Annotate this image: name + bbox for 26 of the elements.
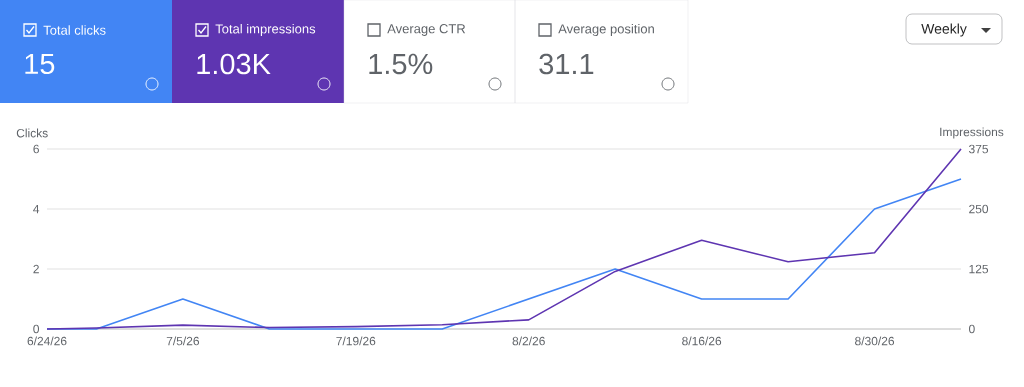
text: 15 [25,53,55,75]
text: Total impressions [215,23,316,37]
x-tick-label: 8/2/26 [512,336,545,346]
x-tick-label: 8/30/26 [855,336,895,346]
y-tick-label: 6 [33,144,39,154]
y2-tick-label: 125 [969,264,989,274]
text: Average position [558,23,654,37]
text: Average CTR [387,24,466,36]
y-tick-label: 4 [33,204,40,214]
x-tick-label: 7/19/26 [336,336,376,346]
y2-axis-title: Impressions [940,127,1004,139]
text: Weekly [921,23,967,37]
x-tick-label: 6/24/26 [27,336,67,346]
text: 1.03K [197,53,271,75]
y-axis-title: Clicks [16,128,48,138]
y2-tick-label: 0 [969,324,975,334]
x-tick-label: 8/16/26 [682,336,722,346]
y-tick-label: 2 [33,264,39,274]
line-series [46,148,962,330]
text: Total clicks [43,25,106,35]
y2-tick-label: 375 [968,144,989,154]
text: 1.5% [369,53,433,75]
text: 31.1 [539,53,594,75]
y-tick-label: 0 [33,324,40,334]
y2-tick-label: 250 [969,204,989,214]
x-tick-label: 7/5/26 [166,336,200,346]
